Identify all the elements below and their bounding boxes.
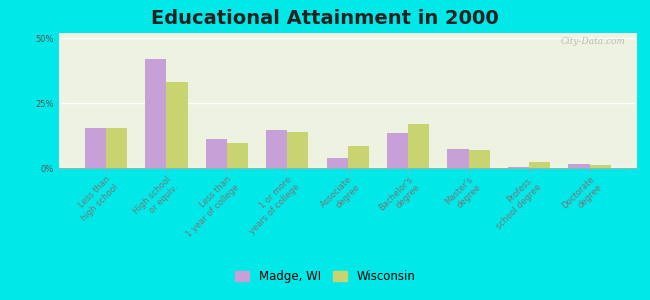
Bar — [227, 143, 248, 168]
Bar — [508, 167, 529, 168]
Bar — [408, 124, 430, 168]
Bar — [166, 82, 188, 168]
Bar — [469, 150, 490, 168]
Bar — [529, 161, 551, 168]
Text: City-Data.com: City-Data.com — [560, 37, 625, 46]
Bar — [387, 133, 408, 168]
Bar — [266, 130, 287, 168]
Text: Educational Attainment in 2000: Educational Attainment in 2000 — [151, 9, 499, 28]
Bar — [205, 140, 227, 168]
Bar — [84, 128, 106, 168]
Legend: Madge, WI, Wisconsin: Madge, WI, Wisconsin — [230, 266, 420, 288]
Bar — [326, 158, 348, 168]
Bar — [348, 146, 369, 168]
Bar — [106, 128, 127, 168]
Bar — [287, 132, 309, 168]
Bar — [447, 148, 469, 168]
Bar — [145, 59, 166, 168]
Bar — [568, 164, 590, 168]
Bar — [590, 165, 611, 168]
